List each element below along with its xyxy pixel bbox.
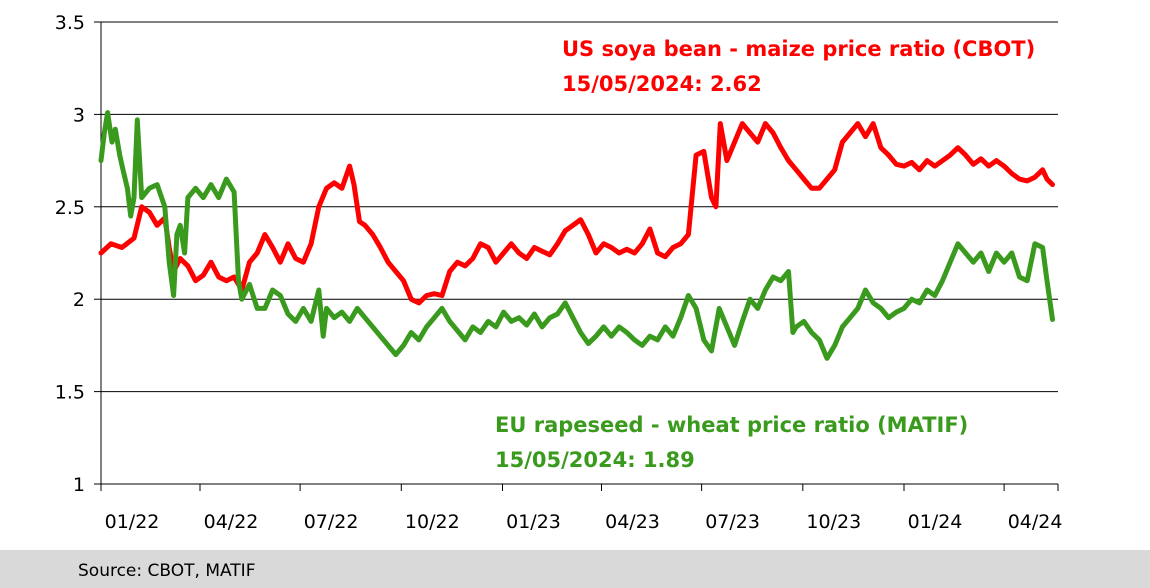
y-tick-label: 1 (73, 474, 85, 496)
series-lines (98, 110, 1055, 361)
x-tick-label: 01/24 (908, 511, 963, 533)
rapeseed-wheat-annotation-title: EU rapeseed - wheat price ratio (MATIF) (495, 413, 968, 437)
x-tick-label: 07/22 (304, 511, 359, 533)
x-tick-label: 01/23 (506, 511, 561, 533)
x-tick-label: 04/24 (1008, 511, 1063, 533)
x-tick-label: 04/22 (204, 511, 259, 533)
rapeseed-wheat-ratio-line (98, 110, 1055, 361)
x-tick-label: 07/23 (705, 511, 760, 533)
x-tick-label: 04/23 (605, 511, 660, 533)
x-tick-label: 10/23 (806, 511, 861, 533)
soya-maize-annotation-value: 15/05/2024: 2.62 (562, 72, 762, 96)
chart-container: 1 1.5 2 2.5 3 3.5 01/22 04/22 07/22 10/22 01/23 04/… (55, 12, 1063, 533)
x-tick-label: 01/22 (105, 511, 160, 533)
axes: 1 1.5 2 2.5 3 3.5 01/22 04/22 07/22 10/22 01/23 04/… (55, 12, 1063, 533)
y-tick-label: 3.5 (55, 12, 85, 34)
y-tick-label: 1.5 (55, 382, 85, 404)
source-footer: Source: CBOT, MATIF (0, 550, 1150, 588)
y-tick-label: 3 (73, 104, 85, 126)
y-tick-label: 2 (73, 289, 85, 311)
rapeseed-wheat-annotation-value: 15/05/2024: 1.89 (495, 448, 695, 472)
y-tick-label: 2.5 (55, 197, 85, 219)
soya-maize-annotation-title: US soya bean - maize price ratio (CBOT) (562, 37, 1035, 61)
annotations: US soya bean - maize price ratio (CBOT) … (495, 37, 1035, 472)
soya-maize-ratio-line (98, 121, 1055, 306)
gridlines (101, 21, 1058, 393)
x-tick-label: 10/22 (405, 511, 460, 533)
price-ratio-line-chart: 1 1.5 2 2.5 3 3.5 01/22 04/22 07/22 10/22 01/23 04/… (55, 12, 1063, 533)
source-text: Source: CBOT, MATIF (78, 561, 256, 581)
